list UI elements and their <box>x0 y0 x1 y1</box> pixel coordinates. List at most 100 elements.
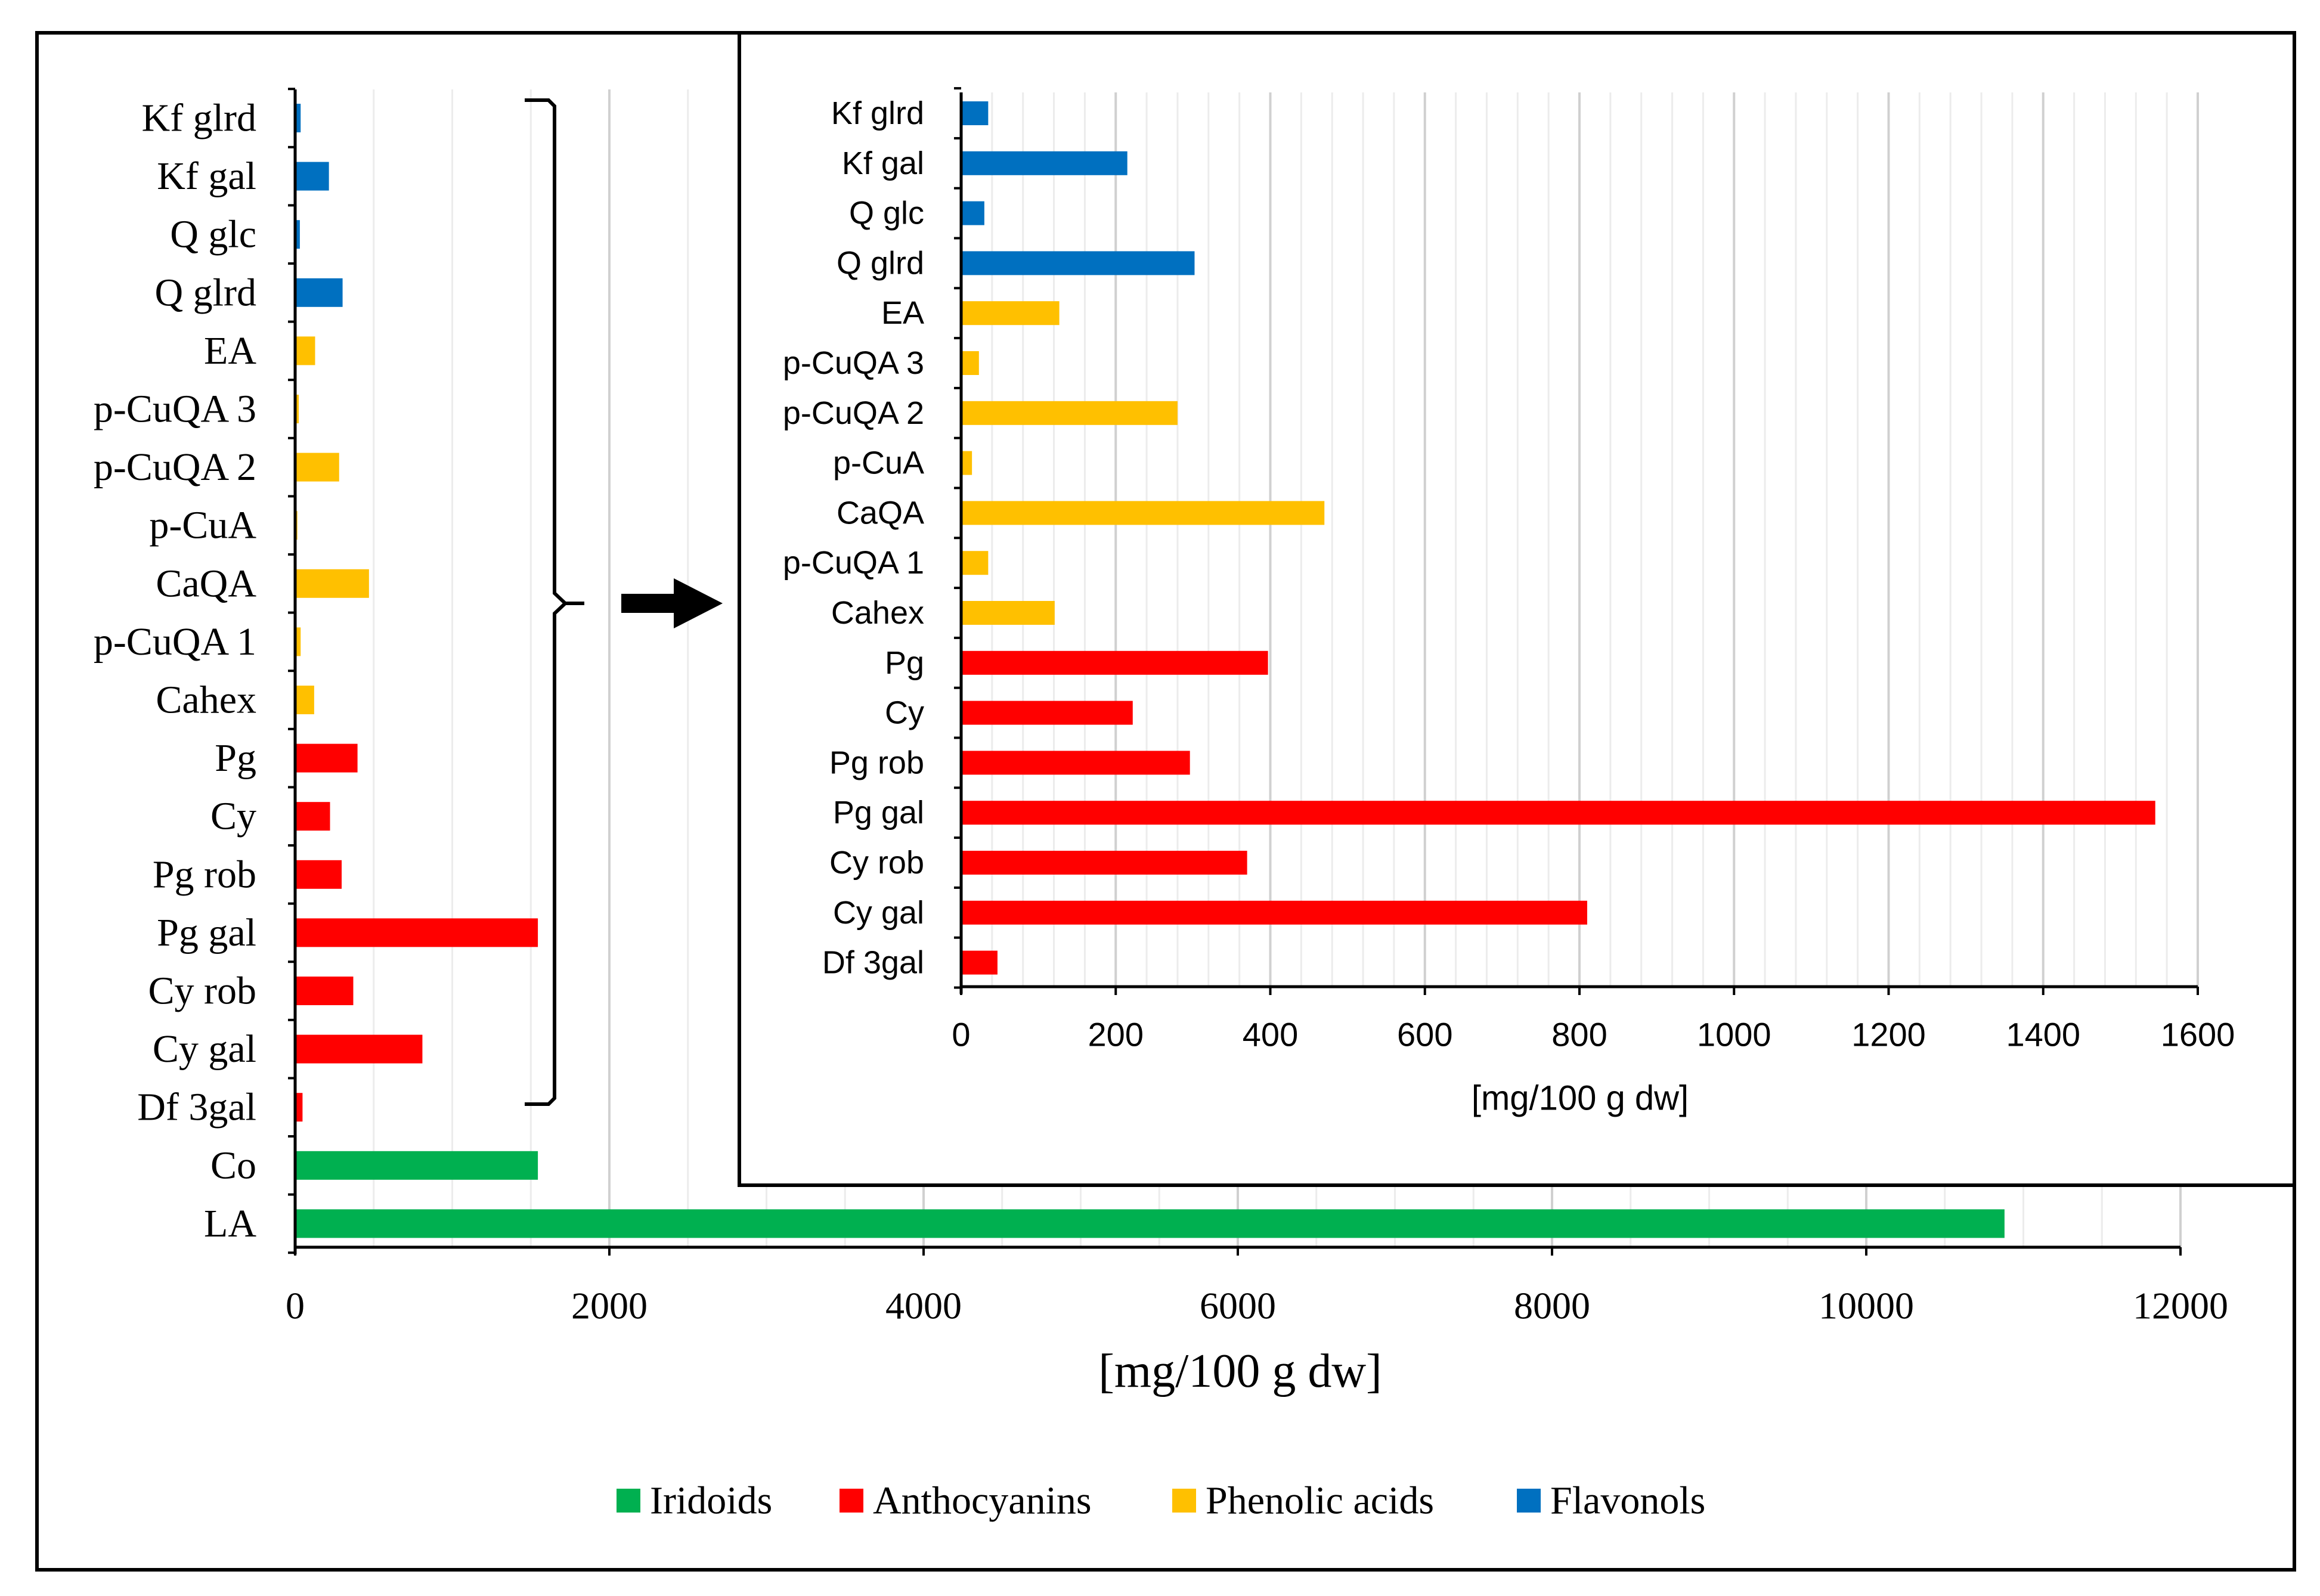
main-category-label: Pg <box>215 736 256 780</box>
main-category-label: Q glrd <box>155 271 256 314</box>
inset-bar-df-3gal <box>961 950 998 975</box>
inset-x-tick-label: 1600 <box>2161 1016 2235 1053</box>
main-x-tick-label: 4000 <box>885 1285 962 1327</box>
inset-category-label: Q glrd <box>837 245 924 281</box>
main-category-label: Df 3gal <box>137 1086 256 1129</box>
inset-category-label: EA <box>881 295 924 331</box>
inset-category-label: Kf glrd <box>831 95 924 131</box>
inset-bar-q-glc <box>961 201 984 225</box>
main-bar-df-3gal <box>295 1093 303 1122</box>
inset-bar-pg <box>961 650 1268 675</box>
main-category-label: Cahex <box>156 678 256 722</box>
main-bar-cy <box>295 802 330 831</box>
inset-chart-grid <box>991 92 2199 987</box>
inset-bar-cahex <box>961 601 1055 625</box>
main-bar-cahex <box>295 686 314 714</box>
inset-bar-kf-glrd <box>961 101 989 125</box>
main-category-label: Pg rob <box>153 853 256 896</box>
inset-bar-cy-rob <box>961 851 1247 875</box>
inset-x-tick-label: 0 <box>952 1016 970 1053</box>
main-chart-axes: Kf glrd Kf gal Q glc Q glrd EA p-CuQA 3 p-CuQA… <box>94 88 2228 1397</box>
main-category-label: p-CuA <box>149 504 256 547</box>
main-category-label: p-CuQA 1 <box>94 620 256 664</box>
main-category-label: Kf gal <box>157 154 256 198</box>
main-category-label: Cy <box>210 795 256 838</box>
main-category-label: Q glc <box>170 213 256 256</box>
inset-x-tick-label: 600 <box>1397 1016 1452 1053</box>
inset-bar-p-cuqa-3 <box>961 351 979 375</box>
main-chart-bars <box>295 104 2005 1238</box>
main-bar-pg-rob <box>295 860 342 889</box>
inset-category-label: p-CuQA 2 <box>783 395 924 431</box>
main-bar-kf-gal <box>295 162 329 191</box>
inset-x-axis-title: [mg/100 g dw] <box>1472 1079 1689 1118</box>
arrow-shaft <box>621 594 675 613</box>
inset-category-label: Cahex <box>831 595 924 631</box>
inset-bar-pg-gal <box>961 801 2155 825</box>
inset-category-label: Kf gal <box>842 145 924 181</box>
inset-category-label: Cy <box>885 695 924 731</box>
main-bar-p-cuqa-2 <box>295 453 339 482</box>
inset-category-label: CaQA <box>837 495 924 531</box>
inset-bar-pg-rob <box>961 751 1190 775</box>
arrow-head-icon <box>674 578 723 628</box>
inset-x-tick-label: 1000 <box>1697 1016 1771 1053</box>
main-bar-pg-gal <box>295 918 538 947</box>
inset-bar-p-cua <box>961 451 972 475</box>
main-category-label: Pg gal <box>157 911 256 954</box>
main-category-label: Cy gal <box>153 1027 256 1071</box>
main-bar-la <box>295 1209 2005 1238</box>
inset-bar-cy-gal <box>961 900 1587 925</box>
inset-category-label: Pg rob <box>829 745 924 780</box>
main-category-label: CaQA <box>156 562 256 605</box>
main-bar-pg <box>295 743 358 773</box>
inset-category-label: p-CuA <box>833 445 924 481</box>
main-bar-p-cuqa-3 <box>295 395 299 423</box>
inset-category-label: Pg <box>885 645 924 681</box>
main-category-label: Co <box>210 1143 256 1187</box>
main-bar-co <box>295 1151 538 1180</box>
legend-label-iridoids: Iridoids <box>650 1479 772 1523</box>
main-category-label: p-CuQA 3 <box>94 388 256 431</box>
inset-chart-bars <box>961 101 2155 975</box>
main-category-label: Kf glrd <box>142 97 256 140</box>
legend: Iridoids Anthocyanins Phenolic acids Flavon… <box>617 1479 1705 1523</box>
legend-label-anthocyanins: Anthocyanins <box>873 1479 1092 1523</box>
inset-category-label: p-CuQA 1 <box>783 545 924 581</box>
main-x-tick-label: 12000 <box>2133 1285 2228 1327</box>
main-bar-cy-gal <box>295 1034 423 1064</box>
inset-category-label: Q glc <box>849 196 924 231</box>
inset-category-label: Pg gal <box>833 795 924 830</box>
inset-x-tick-label: 1400 <box>2006 1016 2080 1053</box>
main-x-tick-label: 0 <box>286 1285 305 1327</box>
inset-category-label: Cy gal <box>833 895 924 931</box>
main-bar-caqa <box>295 569 369 598</box>
inset-chart-axes: Kf glrd Kf gal Q glc Q glrd EA p-CuQA 3 p-CuQA… <box>783 87 2235 1118</box>
inset-bar-caqa <box>961 501 1325 525</box>
inset-category-label: Cy rob <box>829 845 924 881</box>
legend-swatch-phenolic-acids <box>1172 1489 1196 1513</box>
inset-bar-cy <box>961 701 1133 725</box>
main-bar-p-cuqa-1 <box>295 627 301 656</box>
main-category-label: p-CuQA 2 <box>94 445 256 489</box>
main-category-label: Cy rob <box>148 969 257 1013</box>
inset-bar-ea <box>961 301 1060 326</box>
legend-swatch-iridoids <box>617 1489 640 1513</box>
main-bar-ea <box>295 336 315 365</box>
legend-swatch-anthocyanins <box>840 1489 863 1513</box>
inset-bar-q-glrd <box>961 251 1195 275</box>
main-x-tick-label: 8000 <box>1514 1285 1590 1327</box>
main-bar-q-glrd <box>295 278 343 307</box>
main-x-axis-title: [mg/100 g dw] <box>1098 1345 1382 1397</box>
inset-bar-kf-gal <box>961 151 1128 175</box>
main-category-label: LA <box>204 1202 256 1245</box>
main-category-label: EA <box>204 329 256 373</box>
legend-swatch-flavonols <box>1517 1489 1541 1513</box>
inset-x-tick-label: 200 <box>1088 1016 1144 1053</box>
inset-category-label: Df 3gal <box>822 945 924 981</box>
main-x-tick-label: 10000 <box>1819 1285 1914 1327</box>
main-bar-q-glc <box>295 220 300 249</box>
inset-x-tick-label: 1200 <box>1851 1016 1926 1053</box>
inset-x-tick-label: 800 <box>1551 1016 1607 1053</box>
